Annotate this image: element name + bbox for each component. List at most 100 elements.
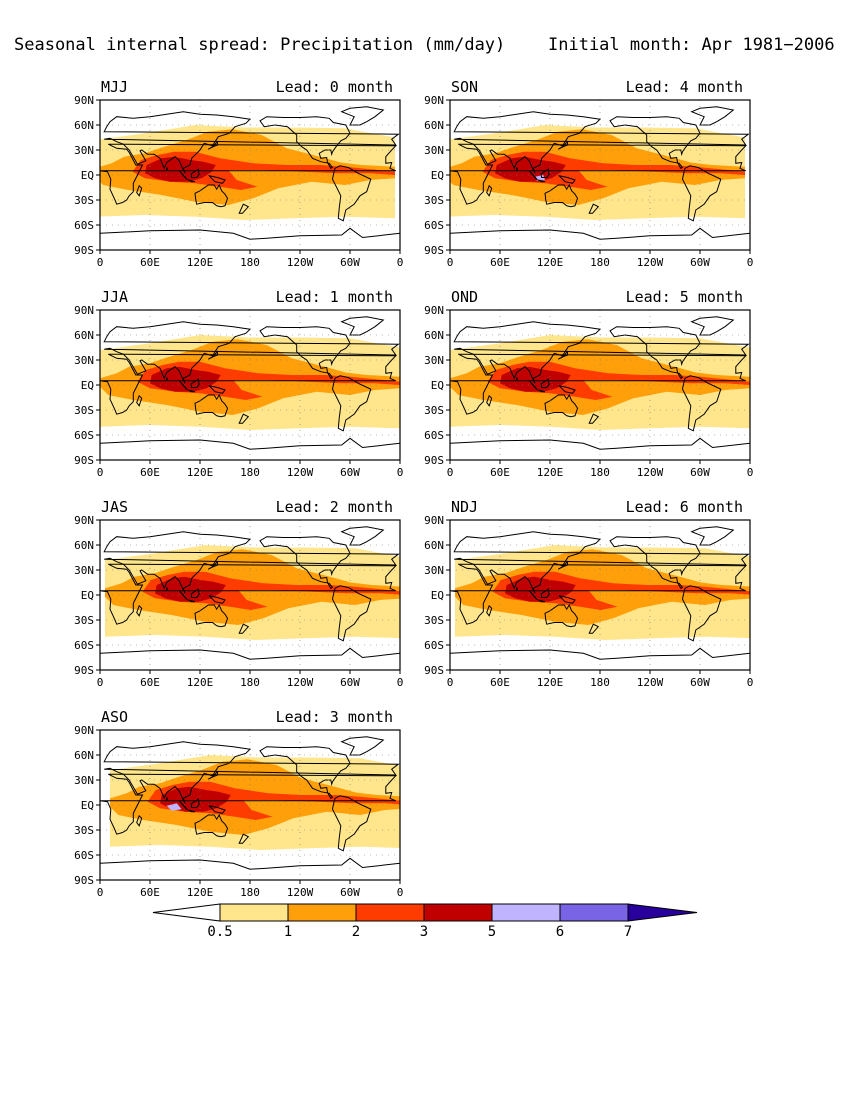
lon-tick-label: 60W xyxy=(340,676,360,689)
lat-tick-label: 90S xyxy=(74,874,94,887)
coastline xyxy=(190,588,200,598)
lon-tick-label: 120W xyxy=(287,886,314,899)
lon-tick-label: 120E xyxy=(187,886,214,899)
coastline xyxy=(538,599,546,603)
lon-tick-label: 60E xyxy=(490,676,510,689)
coastline xyxy=(238,203,250,214)
coastline xyxy=(208,140,218,150)
lat-tick-label: 90N xyxy=(74,94,94,107)
coastline xyxy=(453,531,750,594)
spread-region-lev4 xyxy=(500,366,571,392)
coastline xyxy=(100,647,400,670)
colorbar-over-triangle xyxy=(627,903,698,922)
lon-tick-label: 180 xyxy=(590,676,610,689)
lat-tick-label: 30N xyxy=(424,144,444,157)
panel-season-label: NDJ xyxy=(451,498,478,516)
coastline xyxy=(100,437,400,460)
lat-tick-label: 60N xyxy=(74,329,94,342)
colorbar-tick-label: 3 xyxy=(420,924,428,940)
coastline xyxy=(190,168,200,178)
colorbar-under-triangle xyxy=(152,903,221,922)
coastline xyxy=(609,536,701,589)
colorbar-tick-label: 5 xyxy=(488,924,496,940)
coastline xyxy=(166,167,169,172)
lat-tick-label: 90N xyxy=(74,514,94,527)
lat-tick-label: 90S xyxy=(74,244,94,257)
lat-tick-label: EQ xyxy=(431,589,444,602)
coastline xyxy=(259,116,351,169)
lon-tick-label: 180 xyxy=(240,256,260,269)
coastline xyxy=(190,798,200,808)
coastline xyxy=(188,599,196,603)
lon-tick-label: 60E xyxy=(490,466,510,479)
coastline xyxy=(516,167,519,172)
lon-tick-label: 60W xyxy=(690,676,710,689)
lon-tick-label: 0 xyxy=(397,676,404,689)
coastline xyxy=(558,140,568,150)
coastline xyxy=(588,623,600,634)
lon-tick-label: 60W xyxy=(340,256,360,269)
coastline xyxy=(238,833,250,844)
colorbar-tick-label: 7 xyxy=(624,924,632,940)
coastline xyxy=(194,393,229,418)
spread-region-lev4 xyxy=(505,576,576,602)
lon-tick-label: 120W xyxy=(287,256,314,269)
coastline xyxy=(178,170,188,181)
lat-tick-label: 30S xyxy=(74,614,94,627)
coastline xyxy=(681,375,722,432)
lat-tick-label: EQ xyxy=(81,589,94,602)
coastline xyxy=(540,378,550,388)
lon-tick-label: 0 xyxy=(397,886,404,899)
coastline xyxy=(609,116,701,169)
coastline xyxy=(538,389,546,393)
colorbar-tick-label: 0.5 xyxy=(207,924,232,940)
colorbar-tick-label: 6 xyxy=(556,924,564,940)
coastline xyxy=(450,437,750,460)
coastline xyxy=(331,165,372,222)
panel-lead-label: Lead: 2 month xyxy=(276,498,393,516)
panel-season-label: SON xyxy=(451,78,478,96)
colorbar-tick-label: 1 xyxy=(284,924,292,940)
lon-tick-label: 180 xyxy=(240,886,260,899)
spread-region-lev4 xyxy=(150,366,221,392)
coastline xyxy=(207,174,226,184)
lon-tick-label: 120E xyxy=(187,676,214,689)
lon-tick-label: 120E xyxy=(537,466,564,479)
coastline xyxy=(690,526,735,546)
lat-tick-label: 30S xyxy=(424,614,444,627)
lon-tick-label: 120W xyxy=(637,256,664,269)
coastline xyxy=(450,353,747,415)
coastline xyxy=(331,795,372,852)
lat-tick-label: 90N xyxy=(424,304,444,317)
lon-tick-label: 60W xyxy=(690,466,710,479)
lat-tick-label: 90S xyxy=(424,664,444,677)
panel-lead-label: Lead: 6 month xyxy=(626,498,743,516)
coastline xyxy=(100,773,397,835)
lon-tick-label: 0 xyxy=(447,256,454,269)
coastline xyxy=(340,526,385,546)
panel-season-label: MJJ xyxy=(101,78,128,96)
lat-tick-label: 60S xyxy=(424,639,444,652)
coastline xyxy=(100,857,400,880)
coastline xyxy=(450,227,750,250)
lat-tick-label: 60N xyxy=(424,539,444,552)
coastline xyxy=(259,326,351,379)
lat-tick-label: 60N xyxy=(424,119,444,132)
coastline xyxy=(690,316,735,336)
coastline xyxy=(681,585,722,642)
lat-tick-label: 60N xyxy=(74,749,94,762)
coastline xyxy=(540,168,550,178)
lat-tick-label: 60S xyxy=(74,429,94,442)
coastline xyxy=(331,375,372,432)
colorbar-segment xyxy=(559,903,629,922)
lat-tick-label: 60S xyxy=(424,219,444,232)
lat-tick-label: 90S xyxy=(424,244,444,257)
coastline xyxy=(609,326,701,379)
lon-tick-label: 60E xyxy=(140,676,160,689)
lon-tick-label: 60E xyxy=(140,466,160,479)
lon-tick-label: 0 xyxy=(747,676,754,689)
coastline xyxy=(540,588,550,598)
lon-tick-label: 120W xyxy=(287,466,314,479)
